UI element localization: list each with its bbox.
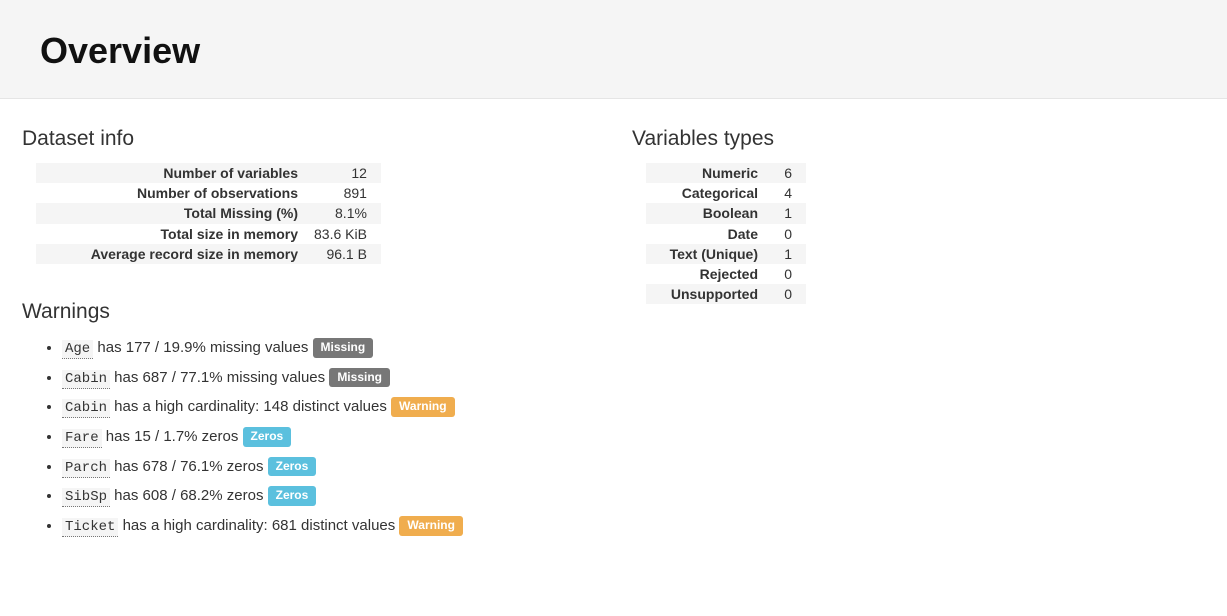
variable-link[interactable]: Age	[62, 340, 93, 359]
header-band: Overview	[0, 0, 1227, 99]
warning-text: has a high cardinality: 681 distinct val…	[118, 517, 399, 534]
warnings-panel: Warnings Age has 177 / 19.9% missing val…	[22, 300, 592, 539]
table-row: Average record size in memory96.1 B	[36, 244, 381, 264]
table-row: Numeric6	[646, 163, 806, 183]
stat-label: Boolean	[646, 203, 766, 223]
stat-label: Rejected	[646, 264, 766, 284]
content-area: Dataset info Number of variables12Number…	[0, 99, 1227, 584]
stat-value: 0	[766, 224, 806, 244]
warning-text: has 608 / 68.2% zeros	[110, 487, 268, 504]
dataset-info-table: Number of variables12Number of observati…	[36, 163, 381, 264]
stat-value: 8.1%	[306, 203, 381, 223]
warning-badge: Zeros	[268, 457, 317, 477]
stat-value: 1	[766, 203, 806, 223]
stat-label: Date	[646, 224, 766, 244]
stat-label: Unsupported	[646, 284, 766, 304]
stat-value: 83.6 KiB	[306, 224, 381, 244]
table-row: Rejected0	[646, 264, 806, 284]
variable-link[interactable]: Parch	[62, 459, 110, 478]
warning-item: Fare has 15 / 1.7% zeros Zeros	[62, 425, 592, 450]
variable-link[interactable]: Cabin	[62, 399, 110, 418]
variable-types-panel: Variables types Numeric6Categorical4Bool…	[632, 127, 1205, 544]
variable-link[interactable]: SibSp	[62, 488, 110, 507]
warning-badge: Warning	[391, 397, 455, 417]
variable-link[interactable]: Cabin	[62, 370, 110, 389]
stat-label: Total Missing (%)	[36, 203, 306, 223]
stat-value: 96.1 B	[306, 244, 381, 264]
warning-badge: Zeros	[268, 486, 317, 506]
warning-item: Ticket has a high cardinality: 681 disti…	[62, 514, 592, 539]
stat-label: Total size in memory	[36, 224, 306, 244]
warnings-title: Warnings	[22, 300, 592, 324]
warning-badge: Zeros	[243, 427, 292, 447]
stat-label: Text (Unique)	[646, 244, 766, 264]
table-row: Total Missing (%)8.1%	[36, 203, 381, 223]
warning-item: SibSp has 608 / 68.2% zeros Zeros	[62, 484, 592, 509]
stat-value: 4	[766, 183, 806, 203]
warning-text: has 177 / 19.9% missing values	[93, 339, 312, 356]
stat-label: Numeric	[646, 163, 766, 183]
warning-item: Cabin has 687 / 77.1% missing values Mis…	[62, 366, 592, 391]
stat-label: Number of observations	[36, 183, 306, 203]
table-row: Total size in memory83.6 KiB	[36, 224, 381, 244]
stat-value: 0	[766, 264, 806, 284]
table-row: Text (Unique)1	[646, 244, 806, 264]
variable-link[interactable]: Ticket	[62, 518, 118, 537]
stat-value: 0	[766, 284, 806, 304]
variable-types-title: Variables types	[632, 127, 1205, 151]
table-row: Date0	[646, 224, 806, 244]
warning-text: has 15 / 1.7% zeros	[102, 428, 243, 445]
table-row: Unsupported0	[646, 284, 806, 304]
warnings-list: Age has 177 / 19.9% missing values Missi…	[62, 336, 592, 539]
dataset-info-panel: Dataset info Number of variables12Number…	[22, 127, 592, 544]
stat-label: Average record size in memory	[36, 244, 306, 264]
stat-label: Number of variables	[36, 163, 306, 183]
warning-item: Parch has 678 / 76.1% zeros Zeros	[62, 455, 592, 480]
warning-item: Cabin has a high cardinality: 148 distin…	[62, 395, 592, 420]
variable-types-table: Numeric6Categorical4Boolean1Date0Text (U…	[646, 163, 806, 304]
stat-label: Categorical	[646, 183, 766, 203]
table-row: Boolean1	[646, 203, 806, 223]
table-row: Categorical4	[646, 183, 806, 203]
dataset-info-title: Dataset info	[22, 127, 592, 151]
warning-text: has a high cardinality: 148 distinct val…	[110, 398, 391, 415]
warning-text: has 678 / 76.1% zeros	[110, 458, 268, 475]
page-title: Overview	[40, 30, 1187, 72]
stat-value: 12	[306, 163, 381, 183]
warning-badge: Missing	[313, 338, 374, 358]
warning-badge: Missing	[329, 368, 390, 388]
stat-value: 1	[766, 244, 806, 264]
table-row: Number of observations891	[36, 183, 381, 203]
table-row: Number of variables12	[36, 163, 381, 183]
stat-value: 6	[766, 163, 806, 183]
warning-badge: Warning	[399, 516, 463, 536]
variable-link[interactable]: Fare	[62, 429, 102, 448]
warning-text: has 687 / 77.1% missing values	[110, 369, 329, 386]
stat-value: 891	[306, 183, 381, 203]
warning-item: Age has 177 / 19.9% missing values Missi…	[62, 336, 592, 361]
